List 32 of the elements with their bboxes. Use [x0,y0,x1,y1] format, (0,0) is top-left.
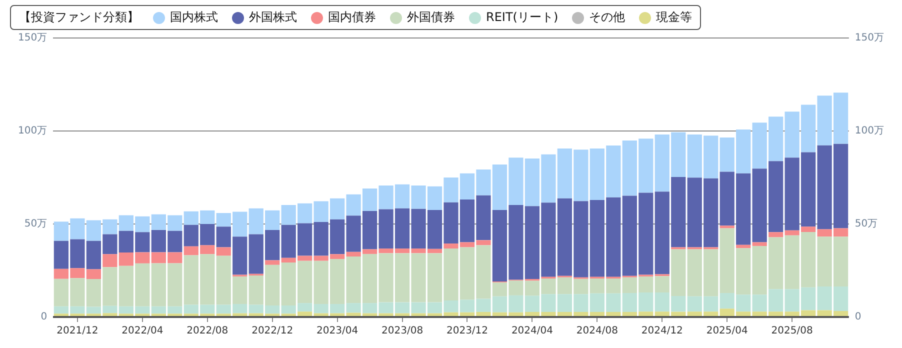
x-tick-label: 2023/08 [382,326,424,337]
y-tick-label: 50万 [24,218,48,230]
y2-tick-label: 0 [854,312,862,323]
x-tick-label: 2021/12 [56,326,98,337]
x-tick-label: 2024/12 [641,326,683,337]
x-tick-label: 2025/08 [771,326,813,337]
bar [265,260,280,265]
y2-tick-label: 100万 [854,126,884,137]
x-tick-label: 2022/12 [252,326,294,337]
x-tick-label: 2023/04 [316,326,358,337]
bar [720,226,734,228]
x-tick-label: 2024/04 [511,326,553,337]
x-tick-label: 2022/08 [186,326,228,337]
y-tick-label: 150万 [18,32,48,44]
legend-label: 国内株式 [170,9,218,26]
legend-label: 外国株式 [249,9,297,26]
legend-label: REIT(リート) [486,9,558,26]
x-tick-label: 2024/08 [576,326,618,337]
x-tick-label: 2023/12 [446,326,488,337]
legend-label: その他 [589,9,626,26]
y2-tick-label: 50万 [854,218,878,230]
bar [752,242,767,246]
bar [216,247,231,256]
legend-label: 現金等 [656,9,692,26]
legend-title: 【投資ファンド分類】 [19,9,139,26]
y-tick-label: 0 [40,312,48,323]
x-tick-label: 2025/04 [706,326,748,337]
x-tick-label: 2022/04 [122,326,164,337]
legend-label: 国内債券 [328,9,376,26]
y2-tick-label: 150万 [854,32,884,44]
legend-label: 外国債券 [407,9,455,26]
y-tick-label: 100万 [18,126,48,137]
